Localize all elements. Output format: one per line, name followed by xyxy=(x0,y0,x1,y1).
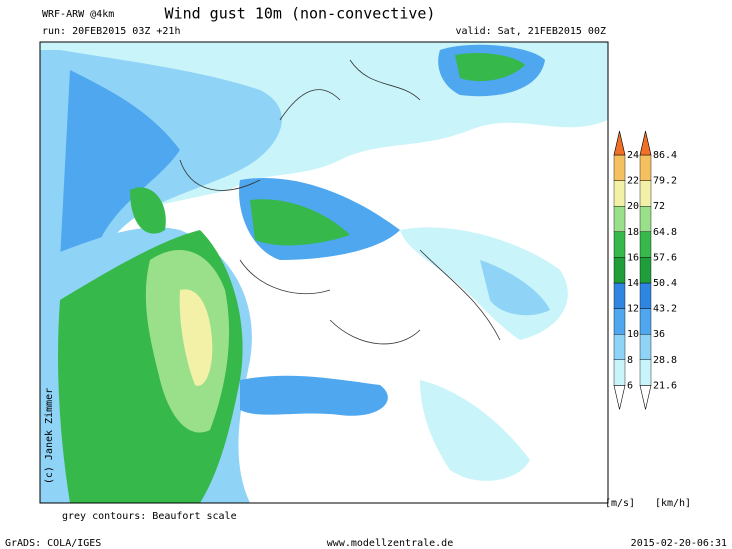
colorbar-band xyxy=(613,154,626,181)
footer-left: GrADS: COLA/IGES xyxy=(5,538,101,549)
credit: (c) Janek Zimmer xyxy=(44,388,55,484)
colorbar-band xyxy=(639,205,652,232)
colorbar-band xyxy=(613,205,626,232)
colorbar-label: 64.8 xyxy=(653,227,677,238)
map xyxy=(40,42,608,503)
footer-center: www.modellzentrale.de xyxy=(327,538,453,549)
colorbar-label: 22 xyxy=(627,176,639,187)
colorbar-label: 16 xyxy=(627,252,639,263)
ms-unit: [m/s] xyxy=(605,498,635,509)
colorbar-band xyxy=(613,359,626,386)
footer-right: 2015-02-20-06:31 xyxy=(631,538,727,549)
colorbar-label: 12 xyxy=(627,304,639,315)
colorbar-label: 72 xyxy=(653,201,665,212)
colorbar-label: 14 xyxy=(627,278,639,289)
map-frame xyxy=(39,41,609,504)
colorbar-band xyxy=(639,334,652,361)
colorbar-label: 21.6 xyxy=(653,380,677,391)
colorbar-band xyxy=(639,282,652,309)
valid-label: valid: Sat, 21FEB2015 00Z xyxy=(455,26,606,37)
colorbar-band xyxy=(639,154,652,181)
colorbar-label: 18 xyxy=(627,227,639,238)
colorbar-band xyxy=(639,231,652,258)
colorbar-band xyxy=(613,334,626,361)
run-label: run: 20FEB2015 03Z +21h xyxy=(42,26,180,37)
colorbar-band xyxy=(613,282,626,309)
colorbar-label: 6 xyxy=(627,380,633,391)
colorbar-label: 28.8 xyxy=(653,355,677,366)
colorbar-band xyxy=(613,308,626,335)
colorbar-band xyxy=(613,180,626,207)
colorbar-triangle xyxy=(639,130,652,156)
colorbar-label: 10 xyxy=(627,329,639,340)
colorbar-triangle xyxy=(613,130,626,156)
colorbar-label: 36 xyxy=(653,329,665,340)
colorbar-label: 50.4 xyxy=(653,278,677,289)
note: grey contours: Beaufort scale xyxy=(62,511,237,522)
colorbar-band xyxy=(613,257,626,284)
colorbar-band xyxy=(613,231,626,258)
colorbar-label: 8 xyxy=(627,355,633,366)
colorbar-band xyxy=(639,180,652,207)
colorbar-label: 20 xyxy=(627,201,639,212)
colorbar-band xyxy=(639,359,652,386)
kmh-unit: [km/h] xyxy=(655,498,691,509)
colorbar-label: 86.4 xyxy=(653,150,677,161)
colorbar-label: 43.2 xyxy=(653,304,677,315)
title: Wind gust 10m (non-convective) xyxy=(165,5,436,23)
colorbar-label: 79.2 xyxy=(653,176,677,187)
colorbar-band xyxy=(639,257,652,284)
model-label: WRF-ARW @4km xyxy=(42,9,114,20)
colorbar-band xyxy=(639,308,652,335)
colorbar-label: 24 xyxy=(627,150,639,161)
colorbar-label: 57.6 xyxy=(653,252,677,263)
